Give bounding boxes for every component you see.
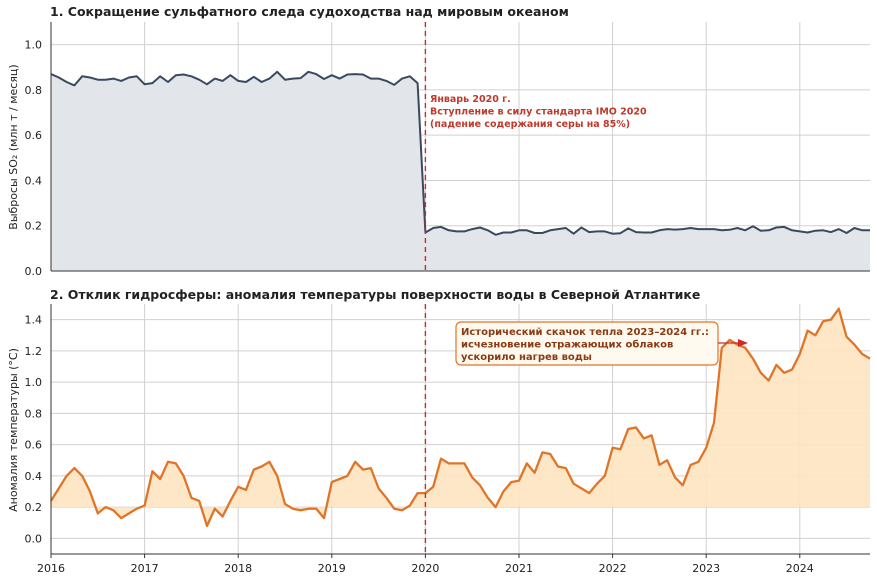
temperature-area [51, 308, 870, 526]
heat-annotation-line: ускорило нагрев воды [461, 352, 592, 363]
x-tick-label: 2022 [599, 562, 627, 575]
x-tick-label: 2018 [224, 562, 252, 575]
y-tick-label: 1.0 [25, 39, 43, 52]
chart-title-temperature: 2. Отклик гидросферы: аномалия температу… [50, 287, 701, 302]
chart-title-emissions: 1. Сокращение сульфатного следа судоходс… [50, 4, 569, 19]
heat-annotation-line: исчезновение отражающих облаков [461, 339, 673, 351]
y-tick-label: 0.4 [25, 470, 43, 483]
emissions-panel: 0.0 0.2 0.4 0.6 0.8 1.0 Январь 2020 г. Вступлен… [25, 22, 870, 278]
heat-annotation-arrow-head [738, 339, 748, 347]
y-tick-label: 0.6 [25, 439, 43, 452]
temperature-line [50, 307, 871, 528]
x-tick-label: 2020 [411, 562, 439, 575]
y-axis-label-temperature: Аномалия температуры (°C) [7, 348, 20, 512]
imo-annotation-line: Вступление в силу стандарта IMO 2020 [430, 107, 647, 118]
y-tick-label: 0.4 [25, 174, 43, 187]
y-tick-label: 0.8 [25, 84, 43, 97]
y-tick-label: 0.0 [25, 532, 43, 545]
y-tick-label: 1.0 [25, 376, 43, 389]
y-tick-label: 0.2 [25, 501, 43, 514]
y-axis-label-emissions: Выбросы SO₂ (млн т / месяц) [7, 64, 20, 229]
temperature-panel: 0.0 0.2 0.4 0.6 0.8 1.0 1.2 1.4 2016 2017 2018 2019… [25, 304, 871, 575]
x-tick-label: 2021 [505, 562, 533, 575]
y-tick-label: 1.2 [25, 345, 43, 358]
x-tick-label: 2016 [37, 562, 65, 575]
y-tick-label: 1.4 [25, 314, 43, 327]
y-tick-label: 0.2 [25, 220, 43, 233]
y-tick-label: 0.0 [25, 265, 43, 278]
heat-annotation-line: Исторический скачок тепла 2023–2024 гг.: [461, 327, 709, 338]
x-tick-label: 2019 [318, 562, 346, 575]
x-tick-label: 2023 [692, 562, 720, 575]
y-tick-label: 0.6 [25, 129, 43, 142]
imo-annotation-line: Январь 2020 г. [430, 94, 511, 105]
x-tick-label: 2024 [786, 562, 814, 575]
x-tick-label: 2017 [131, 562, 159, 575]
imo-annotation-line: (падение содержания серы на 85%) [430, 119, 630, 130]
emissions-line [50, 70, 870, 236]
y-tick-label: 0.8 [25, 407, 43, 420]
emissions-area [51, 71, 870, 271]
